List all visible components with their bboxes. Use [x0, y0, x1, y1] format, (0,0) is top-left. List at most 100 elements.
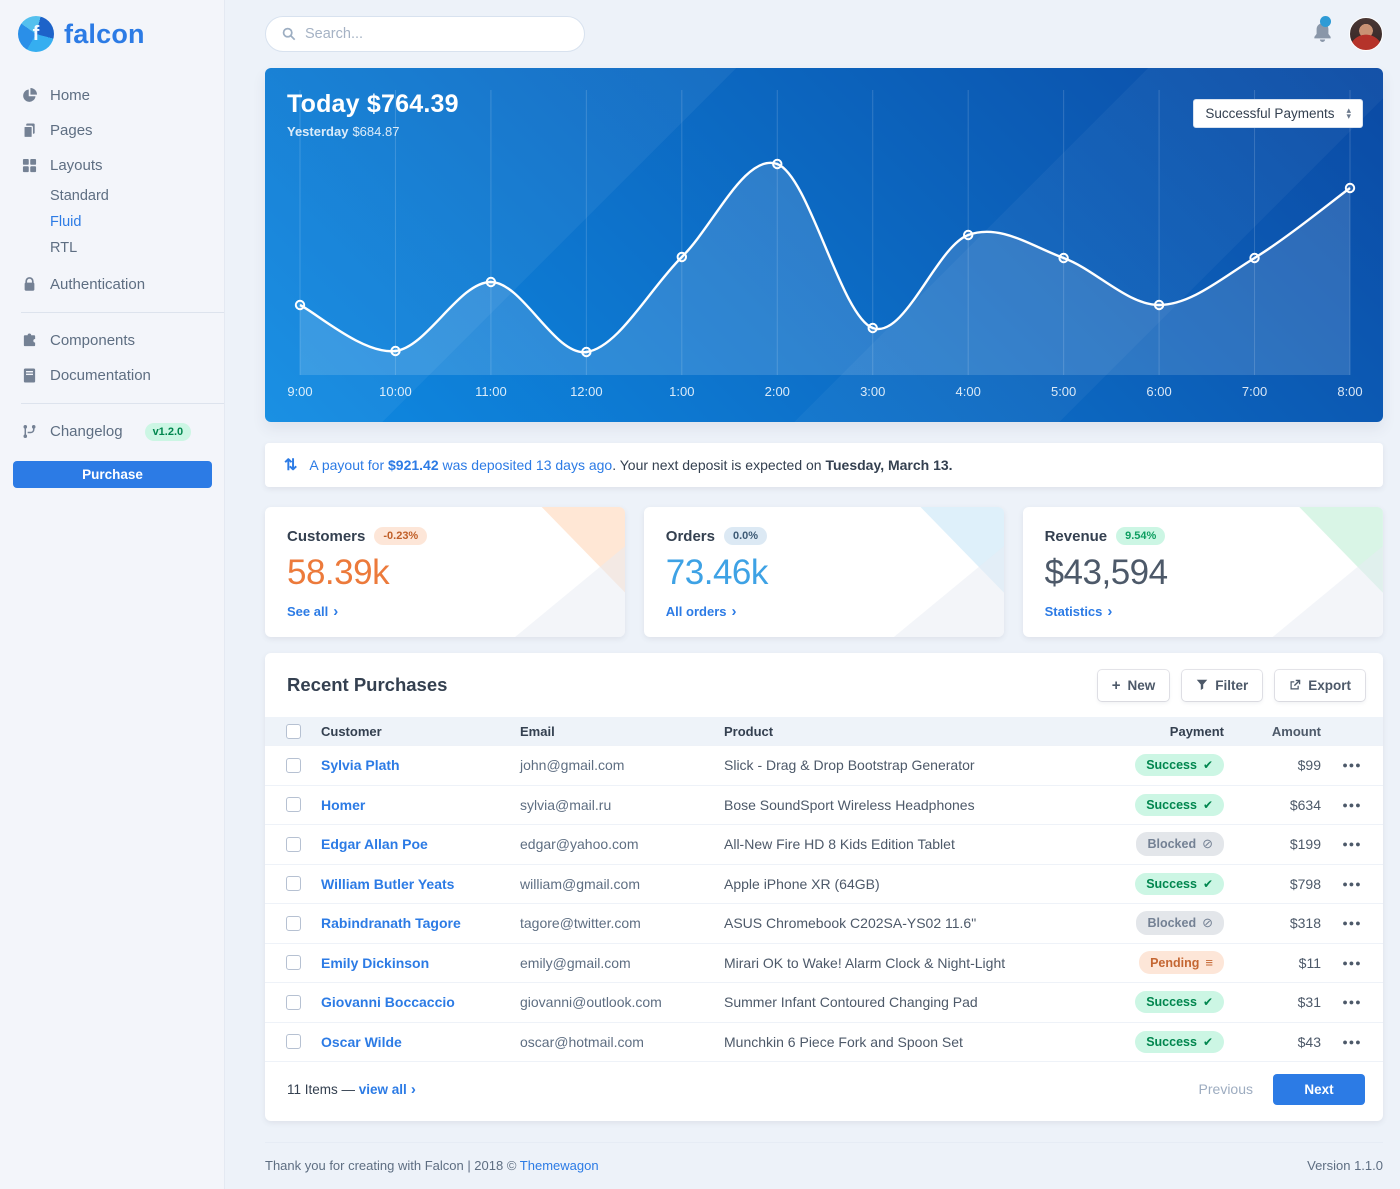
sidebar-item-authentication[interactable]: Authentication — [0, 267, 224, 302]
row-checkbox[interactable] — [285, 994, 301, 1010]
row-menu-button[interactable]: ●●● — [1338, 954, 1365, 972]
customer-link[interactable]: Edgar Allan Poe — [321, 836, 428, 853]
purchase-button[interactable]: Purchase — [13, 461, 212, 488]
sidebar-item-pages[interactable]: Pages — [0, 113, 224, 148]
sidebar-item-home[interactable]: Home — [0, 78, 224, 113]
export-button[interactable]: Export — [1275, 669, 1365, 701]
all-orders-link[interactable]: All orders — [666, 604, 737, 619]
product-cell: Munchkin 6 Piece Fork and Spoon Set — [724, 1033, 963, 1050]
notifications-button[interactable] — [1312, 16, 1333, 47]
customer-link[interactable]: Sylvia Plath — [321, 757, 400, 774]
chart-header: Today $764.39 Yesterday $684.87 — [287, 90, 459, 139]
column-header-customer[interactable]: Customer — [321, 723, 382, 739]
column-header-amount[interactable]: Amount — [1271, 723, 1321, 739]
sidebar-item-layouts[interactable]: Layouts — [0, 148, 224, 183]
row-menu-button[interactable]: ●●● — [1338, 835, 1365, 853]
themewagon-link[interactable]: Themewagon — [519, 1158, 599, 1173]
svg-text:12:00: 12:00 — [570, 384, 603, 399]
book-icon — [21, 368, 37, 384]
row-checkbox[interactable] — [285, 915, 301, 931]
revenue-card: Revenue 9.54% $43,594 Statistics — [1022, 507, 1383, 637]
falcon-logo-icon: f — [18, 16, 54, 52]
search-input[interactable] — [305, 26, 568, 42]
sidebar-item-label: Components — [50, 332, 136, 349]
sidebar-divider — [21, 403, 224, 404]
payments-filter-dropdown[interactable]: Successful Payments ▴ ▾ — [1193, 99, 1363, 128]
row-menu-button[interactable]: ●●● — [1338, 914, 1365, 932]
customer-link[interactable]: Giovanni Boccaccio — [321, 994, 455, 1011]
row-checkbox[interactable] — [285, 757, 301, 773]
payout-link[interactable]: A payout for $921.42 was deposited 13 da… — [309, 457, 613, 473]
previous-button[interactable]: Previous — [1198, 1081, 1253, 1097]
row-menu-button[interactable]: ●●● — [1338, 875, 1365, 893]
payout-text: A payout for $921.42 was deposited 13 da… — [309, 457, 953, 473]
table-row: Giovanni Boccaccio giovanni@outlook.com … — [265, 982, 1383, 1022]
customer-link[interactable]: Homer — [321, 796, 366, 813]
chart-title: Today $764.39 — [287, 90, 459, 118]
amount-cell: $798 — [1289, 875, 1321, 892]
customer-link[interactable]: William Butler Yeats — [321, 875, 455, 892]
sidebar-subitem-label: RTL — [50, 240, 78, 256]
sidebar-item-rtl[interactable]: RTL — [0, 235, 224, 261]
row-checkbox[interactable] — [285, 797, 301, 813]
see-all-link[interactable]: See all — [287, 604, 338, 619]
sidebar: f falcon Home Pages Layouts — [0, 0, 225, 1189]
logo[interactable]: f falcon — [0, 0, 224, 68]
table-header-row: Customer Email Product Payment Amount — [265, 717, 1383, 745]
row-menu-button[interactable]: ●●● — [1338, 993, 1365, 1011]
row-checkbox[interactable] — [285, 1034, 301, 1050]
row-checkbox[interactable] — [285, 955, 301, 971]
row-checkbox[interactable] — [285, 836, 301, 852]
sidebar-item-standard[interactable]: Standard — [0, 183, 224, 209]
customer-link[interactable]: Emily Dickinson — [321, 954, 430, 971]
amount-cell: $318 — [1289, 915, 1321, 932]
pie-chart-icon — [21, 88, 37, 104]
sidebar-item-changelog[interactable]: Changelog v1.2.0 — [0, 414, 224, 449]
payment-status-badge: Blocked — [1136, 832, 1224, 857]
next-button[interactable]: Next — [1273, 1073, 1365, 1105]
payment-status-badge: Pending — [1139, 951, 1224, 975]
column-header-payment[interactable]: Payment — [1169, 723, 1224, 739]
topbar-icons — [1312, 16, 1383, 51]
sidebar-item-fluid[interactable]: Fluid — [0, 209, 224, 235]
sidebar-item-label: Layouts — [50, 157, 103, 174]
trend-badge: -0.23% — [374, 527, 428, 545]
email-cell: sylvia@mail.ru — [520, 796, 612, 813]
new-button[interactable]: + New — [1097, 669, 1170, 701]
card-value: $43,594 — [1044, 553, 1169, 592]
notification-dot — [1320, 16, 1331, 27]
recent-purchases-title: Recent Purchases — [287, 674, 448, 695]
svg-text:7:00: 7:00 — [1242, 384, 1267, 399]
card-value: 58.39k — [287, 553, 390, 592]
user-avatar[interactable] — [1349, 17, 1383, 51]
sidebar-item-label: Changelog — [50, 423, 123, 440]
customer-link[interactable]: Rabindranath Tagore — [321, 915, 461, 932]
payment-status-badge: Success — [1135, 793, 1224, 816]
sort-arrows-icon: ▴ ▾ — [1346, 104, 1351, 121]
card-title: Orders — [665, 527, 715, 545]
column-header-product[interactable]: Product — [724, 723, 774, 739]
filter-button[interactable]: Filter — [1182, 669, 1263, 701]
email-cell: edgar@yahoo.com — [520, 836, 639, 853]
card-title: Customers — [287, 527, 366, 545]
view-all-link[interactable]: view all — [359, 1082, 416, 1097]
row-checkbox[interactable] — [285, 876, 301, 892]
footer-version: Version 1.1.0 — [1307, 1158, 1383, 1173]
card-title: Revenue — [1044, 527, 1108, 545]
svg-text:2:00: 2:00 — [765, 384, 790, 399]
table-footer: 11 Items — view all Previous Next — [265, 1061, 1383, 1116]
email-cell: giovanni@outlook.com — [520, 994, 662, 1011]
customer-link[interactable]: Oscar Wilde — [321, 1033, 402, 1050]
row-menu-button[interactable]: ●●● — [1338, 796, 1365, 814]
column-header-email[interactable]: Email — [520, 723, 555, 739]
grid-icon — [21, 158, 37, 174]
product-cell: Summer Infant Contoured Changing Pad — [724, 994, 978, 1011]
select-all-checkbox[interactable] — [285, 723, 301, 739]
puzzle-icon — [21, 333, 37, 349]
sidebar-item-components[interactable]: Components — [0, 323, 224, 358]
row-menu-button[interactable]: ●●● — [1338, 1033, 1365, 1051]
row-menu-button[interactable]: ●●● — [1338, 756, 1365, 774]
chart-subtitle-value: $684.87 — [352, 124, 400, 139]
statistics-link[interactable]: Statistics — [1045, 604, 1113, 619]
sidebar-item-documentation[interactable]: Documentation — [0, 358, 224, 393]
